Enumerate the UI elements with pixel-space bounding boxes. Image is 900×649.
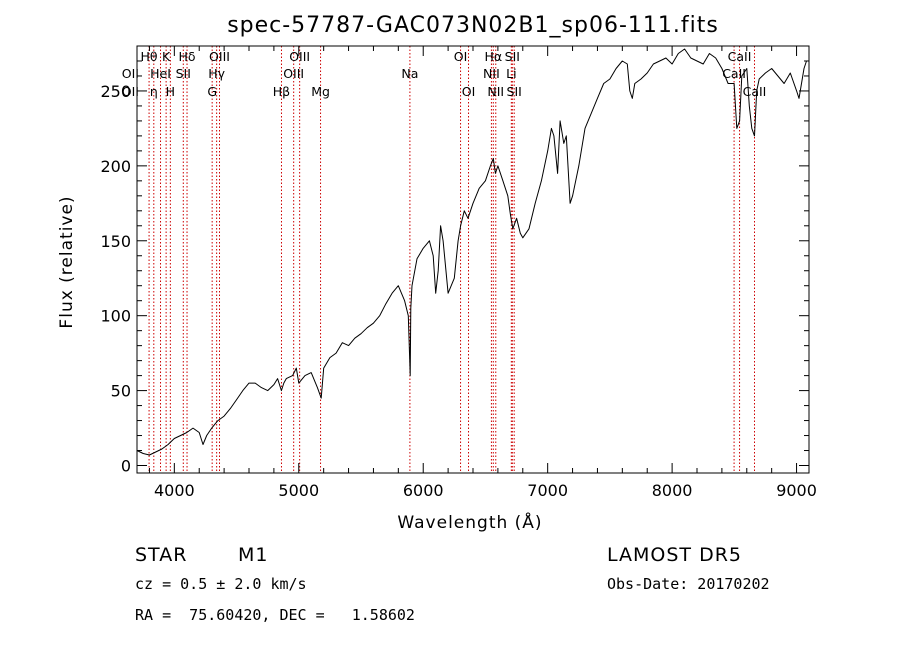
spectral-line-label: Hβ	[273, 84, 290, 99]
spectrum-series-line	[136, 48, 807, 456]
spectral-line-label: SII	[176, 66, 191, 81]
object-subclass: M1	[238, 544, 268, 566]
spectral-line-label: NII	[487, 84, 504, 99]
redshift-readout: cz = 0.5 ± 2.0 km/s	[135, 575, 307, 593]
y-tick-label: 200	[100, 157, 131, 176]
y-tick-label: 150	[100, 232, 131, 251]
spectral-line-markers	[148, 46, 755, 473]
y-tick-label: 100	[100, 307, 131, 326]
spectral-line-label: Mg	[311, 84, 330, 99]
chart-title: spec-57787-GAC073N02B1_sp06-111.fits	[227, 13, 719, 38]
survey-name: LAMOST DR5	[607, 544, 742, 566]
object-class: STAR	[135, 544, 187, 566]
y-tick-label: 0	[121, 457, 131, 476]
y-axis: 0 50 100 150 200 250	[100, 60, 809, 476]
spectral-line-label: HeI	[150, 66, 171, 81]
info-panel: STAR M1 LAMOST DR5 cz = 0.5 ± 2.0 km/s O…	[135, 544, 770, 624]
x-tick-label: 5000	[278, 481, 319, 500]
spectral-line-label: SII	[505, 49, 520, 64]
spectral-line-label: η	[150, 84, 158, 99]
spectral-line-label: Hδ	[178, 49, 195, 64]
spectral-line-label: H	[166, 84, 175, 99]
observation-date: Obs-Date: 20170202	[607, 575, 770, 593]
spectral-line-label: Hθ	[141, 49, 158, 64]
spectral-line-label: G	[207, 84, 217, 99]
x-tick-label: 8000	[652, 481, 693, 500]
spectral-line-label: OII	[122, 84, 139, 99]
x-tick-label: 4000	[154, 481, 195, 500]
x-tick-label: 6000	[403, 481, 444, 500]
x-axis: 4000 5000 6000 7000 8000 9000	[148, 46, 817, 500]
spectral-line-label: CaII	[743, 84, 767, 99]
spectral-line-label: Hα	[484, 49, 502, 64]
spectral-line-label: OI	[454, 49, 468, 64]
spectral-line-label: CaII	[722, 66, 746, 81]
spectral-line-label: K	[162, 49, 171, 64]
spectral-line-label: OIII	[209, 49, 230, 64]
x-tick-label: 7000	[527, 481, 568, 500]
x-tick-label: 9000	[776, 481, 817, 500]
y-axis-label: Flux (relative)	[57, 195, 77, 328]
x-axis-label: Wavelength (Å)	[397, 511, 542, 533]
spectral-line-label: OIII	[289, 49, 310, 64]
spectral-line-label: SII	[507, 84, 522, 99]
y-tick-label: 50	[111, 382, 131, 401]
spectral-line-label: Li	[506, 66, 516, 81]
spectral-line-label: OI	[462, 84, 476, 99]
spectral-line-label: Na	[401, 66, 418, 81]
y-tick-label: 250	[100, 82, 131, 101]
spectral-line-label: NII	[483, 66, 500, 81]
spectral-line-labels: HθηHeIKHSIIHδGHγOIIIHβOIIIOIIIMgNaOIOINI…	[122, 49, 767, 99]
spectral-line-label: Hγ	[208, 66, 225, 81]
coordinates-readout: RA = 75.60420, DEC = 1.58602	[135, 606, 415, 624]
spectral-line-label: OIII	[283, 66, 304, 81]
spectral-line-label: OII	[122, 66, 139, 81]
spectral-line-label: CaII	[728, 49, 752, 64]
